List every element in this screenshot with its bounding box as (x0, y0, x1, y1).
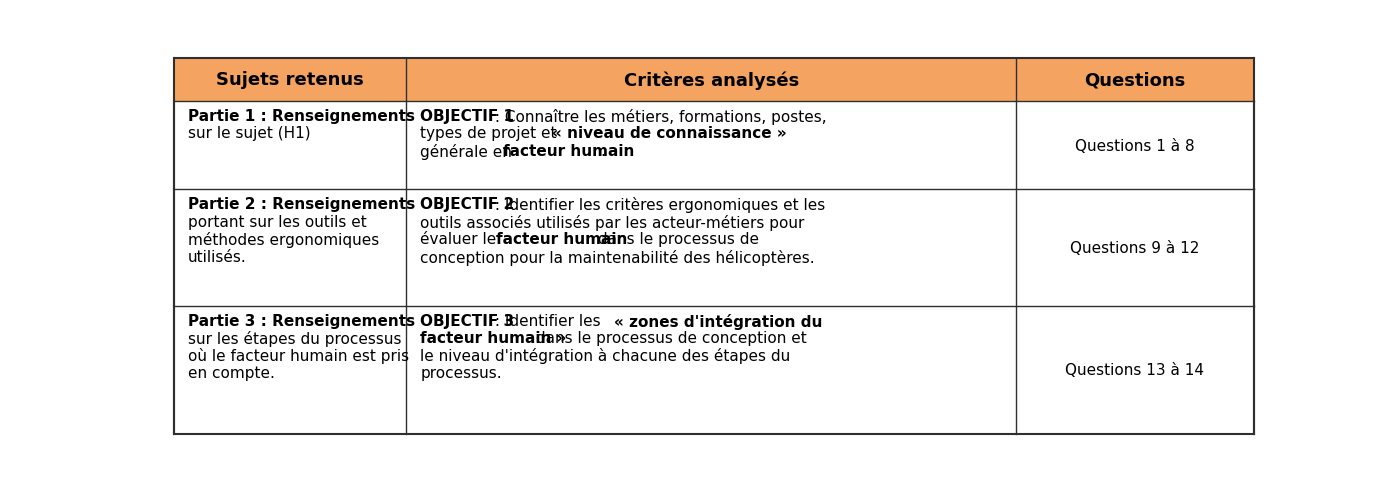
Text: conception pour la maintenabilité des hélicoptères.: conception pour la maintenabilité des hé… (421, 249, 815, 265)
Text: où le facteur humain est pris: où le facteur humain est pris (188, 347, 410, 364)
Text: OBJECTIF 2: OBJECTIF 2 (421, 197, 514, 212)
Text: évaluer le: évaluer le (421, 232, 501, 246)
Text: OBJECTIF 1: OBJECTIF 1 (421, 108, 514, 123)
Text: sur le sujet (H1): sur le sujet (H1) (188, 126, 311, 141)
Text: Questions 13 à 14: Questions 13 à 14 (1066, 363, 1205, 378)
Text: « zones d'intégration du: « zones d'intégration du (614, 313, 823, 329)
Text: .: . (600, 143, 605, 158)
Text: Sujets retenus: Sujets retenus (216, 71, 364, 89)
Text: dans le processus de conception et: dans le processus de conception et (531, 330, 807, 345)
Text: : Connaître les métiers, formations, postes,: : Connaître les métiers, formations, pos… (489, 108, 826, 124)
Text: : Identifier les critères ergonomiques et les: : Identifier les critères ergonomiques e… (489, 197, 825, 213)
Bar (407, 59, 1017, 102)
Bar (174, 59, 407, 102)
Text: facteur humain: facteur humain (503, 143, 635, 158)
Text: le niveau d'intégration à chacune des étapes du: le niveau d'intégration à chacune des ét… (421, 347, 790, 364)
Text: dans le processus de: dans le processus de (593, 232, 759, 246)
Text: Questions 9 à 12: Questions 9 à 12 (1070, 241, 1199, 256)
Text: Partie 2 : Renseignements: Partie 2 : Renseignements (188, 197, 415, 212)
Text: Partie 1 : Renseignements: Partie 1 : Renseignements (188, 108, 415, 123)
Text: facteur humain: facteur humain (496, 232, 628, 246)
Text: Critères analysés: Critères analysés (624, 71, 798, 89)
Text: processus.: processus. (421, 365, 501, 380)
Text: : Identifier les: : Identifier les (489, 313, 605, 328)
Text: Questions 1 à 8: Questions 1 à 8 (1075, 139, 1195, 153)
Text: sur les étapes du processus: sur les étapes du processus (188, 330, 401, 346)
Text: types de projet et: types de projet et (421, 126, 561, 141)
Bar (1017, 59, 1254, 102)
Text: en compte.: en compte. (188, 365, 274, 380)
Text: portant sur les outils et: portant sur les outils et (188, 214, 366, 229)
Text: générale en: générale en (421, 143, 517, 159)
Text: utilisés.: utilisés. (188, 249, 247, 264)
Text: Questions: Questions (1084, 71, 1185, 89)
Text: méthodes ergonomiques: méthodes ergonomiques (188, 232, 379, 247)
Text: Partie 3 : Renseignements: Partie 3 : Renseignements (188, 313, 415, 328)
Text: « niveau de connaissance »: « niveau de connaissance » (552, 126, 787, 141)
Text: outils associés utilisés par les acteur-métiers pour: outils associés utilisés par les acteur-… (421, 214, 805, 230)
Text: facteur humain »: facteur humain » (421, 330, 567, 345)
Text: OBJECTIF 3: OBJECTIF 3 (421, 313, 514, 328)
